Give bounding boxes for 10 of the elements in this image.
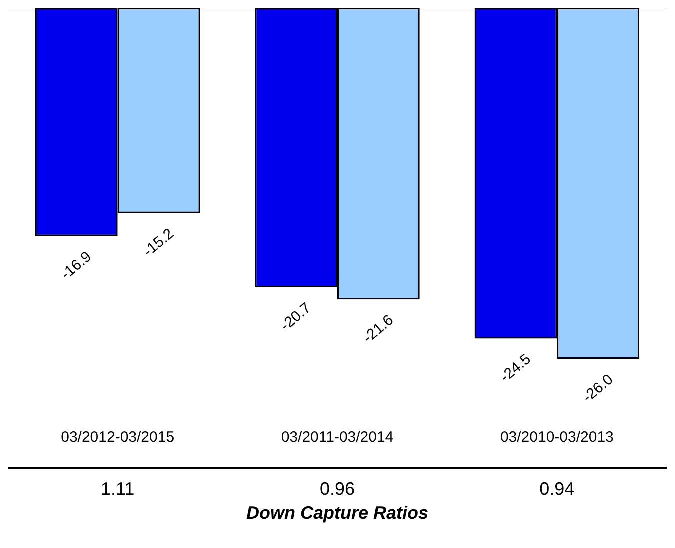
text: 0.94 — [540, 478, 575, 499]
x-tick-label: 03/2012-03/2015 — [61, 429, 175, 446]
x-tick-label: 03/2010-03/2013 — [500, 429, 614, 446]
text: 0.96 — [320, 478, 356, 499]
text: 1.11 — [100, 478, 135, 499]
data-label: -26.0 — [580, 371, 617, 406]
data-label: -16.9 — [58, 248, 95, 284]
x-axis-title: Down Capture Ratios — [246, 502, 429, 523]
data-label: -15.2 — [140, 225, 178, 260]
x-tick-label: 03/2011-03/2014 — [281, 429, 394, 446]
